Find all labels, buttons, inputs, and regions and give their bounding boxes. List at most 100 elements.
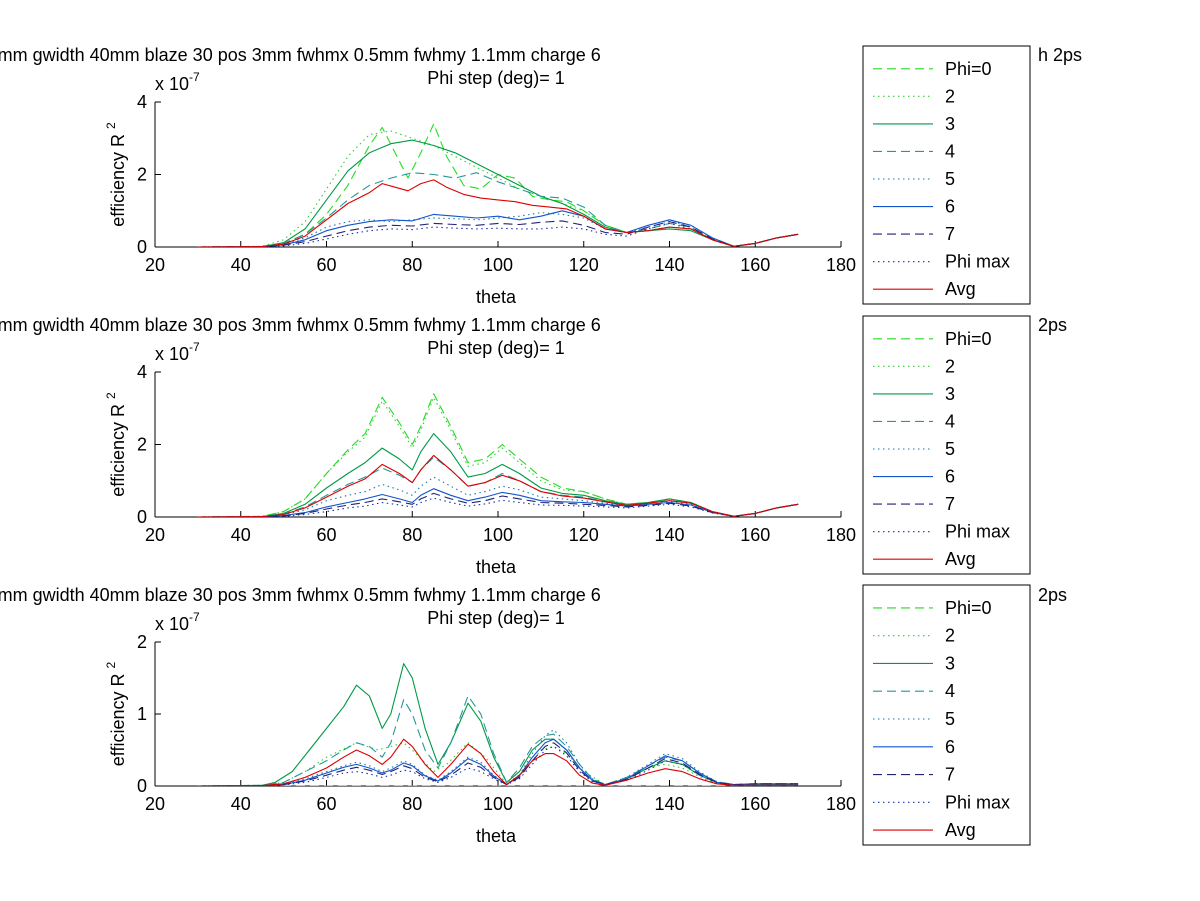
series-line-9 bbox=[197, 454, 799, 517]
x-tick-label: 120 bbox=[569, 794, 599, 814]
legend-entry-label: 3 bbox=[945, 653, 955, 673]
x-tick-label: 180 bbox=[826, 255, 856, 275]
x-tick-label: 100 bbox=[483, 525, 513, 545]
legend-entry-label: Avg bbox=[945, 549, 976, 569]
y-tick-label: 2 bbox=[137, 435, 147, 455]
series-line-7 bbox=[197, 220, 799, 247]
legend-entry-label: Phi=0 bbox=[945, 59, 992, 79]
series-line-5 bbox=[197, 212, 799, 247]
legend-entry-label: 7 bbox=[945, 224, 955, 244]
series-line-9 bbox=[197, 179, 799, 247]
legend: Phi=0 2 3 4 5 6 7 Phi max Avg bbox=[862, 315, 1031, 575]
legend-entry-label: 7 bbox=[945, 494, 955, 514]
x-tick-label: 40 bbox=[231, 255, 251, 275]
legend-entry-label: 6 bbox=[945, 197, 955, 217]
y-axis-label: efficiency R 2 bbox=[104, 392, 128, 497]
x-tick-label: 60 bbox=[316, 255, 336, 275]
chart-title-tail: 2ps bbox=[1038, 315, 1067, 335]
legend-entry-label: 5 bbox=[945, 709, 955, 729]
y-axis-label-sup: 2 bbox=[104, 392, 118, 399]
chart-panel-3: SOLEIL gperiod 2mm gwidth 40mm blaze 30 … bbox=[0, 584, 1067, 846]
x-tick-label: 60 bbox=[316, 794, 336, 814]
x-tick-label: 160 bbox=[740, 525, 770, 545]
chart-title: SOLEIL gperiod 2mm gwidth 40mm blaze 30 … bbox=[0, 585, 601, 605]
series-group bbox=[197, 663, 799, 786]
x-tick-label: 40 bbox=[231, 525, 251, 545]
legend-box bbox=[862, 315, 1031, 575]
legend-entry-label: Avg bbox=[945, 279, 976, 299]
chart-subtitle: Phi step (deg)= 1 bbox=[427, 608, 565, 628]
x-tick-label: 160 bbox=[740, 794, 770, 814]
y-tick-label: 0 bbox=[137, 237, 147, 257]
legend-entry-label: 5 bbox=[945, 439, 955, 459]
legend-entry-label: Phi max bbox=[945, 522, 1010, 542]
legend-box bbox=[862, 584, 1031, 846]
x-tick-label: 80 bbox=[402, 794, 422, 814]
y-tick-label: 4 bbox=[137, 92, 147, 112]
y-exponent-power: -7 bbox=[189, 610, 200, 624]
chart-subtitle: Phi step (deg)= 1 bbox=[427, 68, 565, 88]
x-tick-label: 20 bbox=[145, 794, 165, 814]
legend-entry-label: 4 bbox=[945, 411, 955, 431]
series-group bbox=[197, 393, 799, 517]
x-tick-label: 120 bbox=[569, 255, 599, 275]
chart-panel-2: SOLEIL gperiod 2mm gwidth 40mm blaze 30 … bbox=[0, 315, 1067, 577]
legend-entry-label: Phi max bbox=[945, 252, 1010, 272]
y-axis-label: efficiency R 2 bbox=[104, 661, 128, 766]
y-exponent-power: -7 bbox=[189, 70, 200, 84]
y-tick-label: 2 bbox=[137, 165, 147, 185]
legend-box bbox=[862, 45, 1031, 305]
x-tick-label: 20 bbox=[145, 525, 165, 545]
y-tick-label: 2 bbox=[137, 632, 147, 652]
legend-entry-label: 3 bbox=[945, 114, 955, 134]
x-axis-label: theta bbox=[476, 287, 517, 307]
chart-subtitle: Phi step (deg)= 1 bbox=[427, 338, 565, 358]
legend-entry-label: 6 bbox=[945, 737, 955, 757]
x-tick-label: 160 bbox=[740, 255, 770, 275]
legend-entry-label: 2 bbox=[945, 86, 955, 106]
legend-entry-label: 3 bbox=[945, 384, 955, 404]
x-axis-label: theta bbox=[476, 557, 517, 577]
x-tick-label: 20 bbox=[145, 255, 165, 275]
x-tick-label: 60 bbox=[316, 525, 336, 545]
x-tick-label: 120 bbox=[569, 525, 599, 545]
x-axis-label: theta bbox=[476, 826, 517, 846]
y-tick-label: 1 bbox=[137, 704, 147, 724]
chart-title-tail: 2ps bbox=[1038, 585, 1067, 605]
legend: Phi=0 2 3 4 5 6 7 Phi max Avg bbox=[862, 584, 1031, 846]
y-axis-label-sup: 2 bbox=[104, 122, 118, 129]
x-tick-label: 140 bbox=[654, 255, 684, 275]
x-tick-label: 100 bbox=[483, 794, 513, 814]
chart-panel-1: SOLEIL gperiod 2mm gwidth 40mm blaze 30 … bbox=[0, 45, 1082, 307]
legend-entry-label: 2 bbox=[945, 356, 955, 376]
legend-entry-label: 2 bbox=[945, 626, 955, 646]
legend-entry-label: 7 bbox=[945, 765, 955, 785]
series-line-3 bbox=[197, 663, 799, 786]
x-tick-label: 140 bbox=[654, 525, 684, 545]
x-tick-label: 80 bbox=[402, 525, 422, 545]
y-tick-label: 0 bbox=[137, 507, 147, 527]
series-line-5 bbox=[197, 729, 799, 786]
legend-entry-label: Phi max bbox=[945, 792, 1010, 812]
legend-entry-label: Phi=0 bbox=[945, 598, 992, 618]
y-tick-label: 0 bbox=[137, 776, 147, 796]
y-tick-label: 4 bbox=[137, 362, 147, 382]
x-tick-label: 80 bbox=[402, 255, 422, 275]
legend-entry-label: Phi=0 bbox=[945, 329, 992, 349]
legend-entry-label: 4 bbox=[945, 681, 955, 701]
chart-title: SOLEIL gperiod 2mm gwidth 40mm blaze 30 … bbox=[0, 315, 601, 335]
y-axis-label: efficiency R 2 bbox=[104, 122, 128, 227]
series-line-8 bbox=[197, 497, 799, 517]
x-tick-label: 100 bbox=[483, 255, 513, 275]
x-tick-label: 180 bbox=[826, 794, 856, 814]
y-axis-label-sup: 2 bbox=[104, 661, 118, 668]
series-line-4 bbox=[197, 695, 799, 786]
series-line-9 bbox=[197, 738, 799, 786]
chart-title-tail: h 2ps bbox=[1038, 45, 1082, 65]
legend-entry-label: 4 bbox=[945, 141, 955, 161]
legend-entry-label: 6 bbox=[945, 467, 955, 487]
x-tick-label: 180 bbox=[826, 525, 856, 545]
series-line-6 bbox=[197, 488, 799, 517]
x-tick-label: 40 bbox=[231, 794, 251, 814]
